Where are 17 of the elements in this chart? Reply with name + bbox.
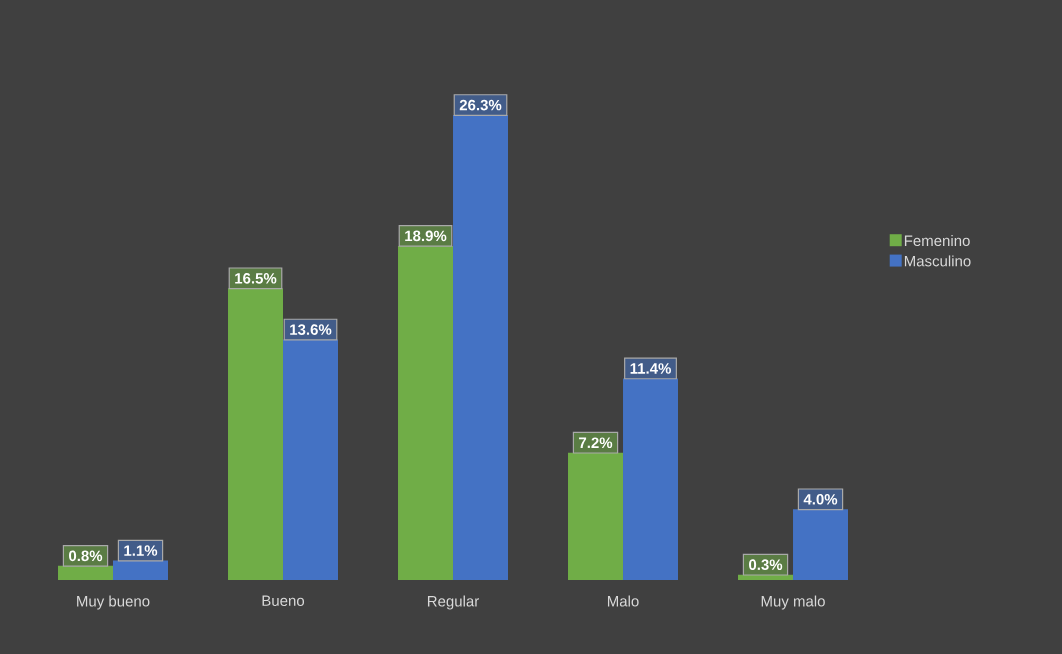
data-label: 4.0% <box>803 493 838 505</box>
data-label: 11.4% <box>630 363 671 374</box>
x-tick-label: Muy malo <box>761 595 825 610</box>
x-tick-label: Malo <box>607 595 639 607</box>
data-label: 18.9% <box>405 230 447 242</box>
x-tick-label: Muy bueno <box>77 595 150 610</box>
data-label: 13.6% <box>290 324 332 335</box>
legend-label: Femenino <box>904 235 970 247</box>
x-tick-label: Bueno <box>262 595 305 606</box>
data-label: 26.3% <box>459 99 502 111</box>
data-label: 16.5% <box>235 273 277 284</box>
legend-label: Masculino <box>904 255 971 267</box>
data-label: 7.2% <box>579 437 613 449</box>
data-label: 0.8% <box>69 550 103 562</box>
data-label: 1.1% <box>124 545 158 556</box>
data-label: 0.3% <box>749 559 783 571</box>
x-tick-label: Regular <box>427 595 479 610</box>
